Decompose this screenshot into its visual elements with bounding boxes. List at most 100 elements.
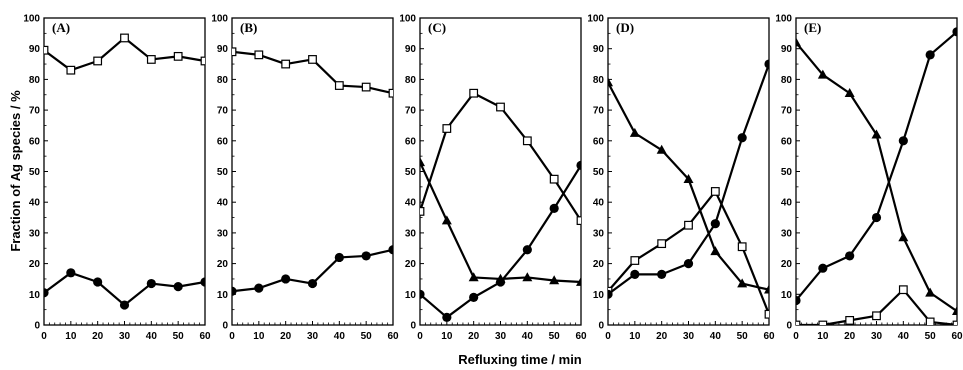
point-open-square <box>469 88 479 98</box>
y-tick-label: 80 <box>405 75 417 86</box>
panel-3: 0 10 20 30 40 50 60 70 80 90 100 0 10 20 30 40 50 60 (D) <box>587 14 775 343</box>
point-open-square <box>44 45 49 55</box>
y-tick-label: 40 <box>405 198 417 209</box>
series-line-open-square <box>608 190 769 315</box>
panel-label: (C) <box>428 20 446 35</box>
x-tick-label: 0 <box>41 331 47 342</box>
y-tick-label: 100 <box>399 14 416 25</box>
point-filled-circle <box>254 283 264 293</box>
series-group <box>608 59 769 319</box>
panel-label: (B) <box>240 20 257 35</box>
point-open-square <box>549 174 559 184</box>
y-tick-label: 60 <box>593 136 605 147</box>
x-tick-label: 60 <box>575 331 587 342</box>
x-tick-label: 40 <box>146 331 158 342</box>
y-tick-label: 10 <box>781 290 793 301</box>
x-tick-label: 50 <box>737 331 749 342</box>
point-filled-circle <box>952 27 957 37</box>
point-filled-triangle <box>629 127 640 137</box>
point-filled-circle <box>710 219 720 229</box>
x-tick-label: 0 <box>793 331 799 342</box>
y-tick-label: 30 <box>29 228 41 239</box>
y-tick-label: 70 <box>405 106 417 117</box>
panel-4: 0 10 20 30 40 50 60 70 80 90 100 0 10 20 30 40 50 60 (E) <box>775 14 963 343</box>
panel-1: 0 10 20 30 40 50 60 70 80 90 100 0 10 20 30 40 50 60 (B) <box>211 14 399 343</box>
y-tick-label: 60 <box>405 136 417 147</box>
point-filled-circle <box>44 288 49 298</box>
y-tick-label: 30 <box>593 228 605 239</box>
panel-label: (E) <box>804 20 821 35</box>
x-tick-label: 50 <box>925 331 937 342</box>
x-tick-label: 40 <box>710 331 722 342</box>
x-tick-label: 0 <box>229 331 235 342</box>
point-filled-circle <box>469 292 479 302</box>
x-tick-label: 10 <box>629 331 641 342</box>
point-open-square <box>254 50 264 60</box>
point-open-square <box>522 136 532 146</box>
plot-frame <box>795 17 958 326</box>
y-tick-label: 80 <box>217 75 229 86</box>
point-filled-circle <box>93 277 103 287</box>
point-filled-triangle <box>608 77 613 87</box>
y-tick-label: 80 <box>781 75 793 86</box>
y-tick-label: 0 <box>598 321 604 332</box>
point-open-square <box>684 220 693 230</box>
y-tick-label: 0 <box>786 321 792 332</box>
x-tick-label: 50 <box>361 331 373 342</box>
y-tick-label: 10 <box>593 290 605 301</box>
x-tick-label: 0 <box>605 331 611 342</box>
y-tick-label: 60 <box>29 136 41 147</box>
y-tick-label: 70 <box>217 106 229 117</box>
y-tick-label: 20 <box>781 259 793 270</box>
point-filled-triangle <box>420 157 425 167</box>
point-filled-triangle <box>549 275 560 285</box>
x-tick-label: 40 <box>334 331 346 342</box>
point-filled-circle <box>281 274 291 284</box>
point-filled-triangle <box>710 246 721 256</box>
point-open-square <box>442 124 452 133</box>
point-filled-triangle <box>441 215 452 225</box>
point-filled-circle <box>334 252 344 263</box>
point-open-square <box>361 82 371 92</box>
point-filled-circle <box>764 59 769 69</box>
point-open-square <box>925 317 935 325</box>
y-tick-label: 80 <box>29 75 41 86</box>
x-tick-label: 10 <box>817 331 829 342</box>
point-filled-triangle <box>522 272 533 282</box>
point-filled-circle <box>630 269 640 279</box>
series-group <box>44 33 205 310</box>
y-tick-label: 50 <box>593 167 605 178</box>
point-filled-triangle <box>737 278 748 288</box>
x-tick-label: 60 <box>387 331 399 342</box>
point-open-square <box>496 102 505 112</box>
point-filled-triangle <box>817 69 828 79</box>
y-tick-label: 90 <box>593 44 605 55</box>
point-filled-circle <box>576 160 581 170</box>
x-tick-label: 40 <box>522 331 534 342</box>
y-tick-label: 50 <box>781 167 793 178</box>
y-tick-label: 30 <box>405 228 417 239</box>
point-filled-circle <box>818 263 828 273</box>
y-tick-label: 60 <box>781 136 793 147</box>
point-filled-triangle <box>683 173 694 183</box>
point-open-square <box>200 56 205 66</box>
x-tick-label: 20 <box>92 331 104 342</box>
point-open-square <box>576 216 581 226</box>
point-filled-circle <box>307 278 318 289</box>
point-filled-triangle <box>952 305 957 315</box>
panel-label: (D) <box>616 20 634 35</box>
point-open-square <box>952 320 957 325</box>
point-open-square <box>120 33 129 43</box>
point-open-square <box>281 59 291 69</box>
x-tick-label: 30 <box>683 331 695 342</box>
x-tick-label: 20 <box>468 331 480 342</box>
y-tick-label: 50 <box>405 167 417 178</box>
point-filled-circle <box>898 136 908 146</box>
point-open-square <box>93 56 103 66</box>
point-filled-triangle <box>576 276 581 286</box>
point-filled-circle <box>66 268 76 278</box>
point-filled-triangle <box>796 37 801 47</box>
x-tick-label: 50 <box>173 331 185 342</box>
point-filled-triangle <box>656 144 667 154</box>
